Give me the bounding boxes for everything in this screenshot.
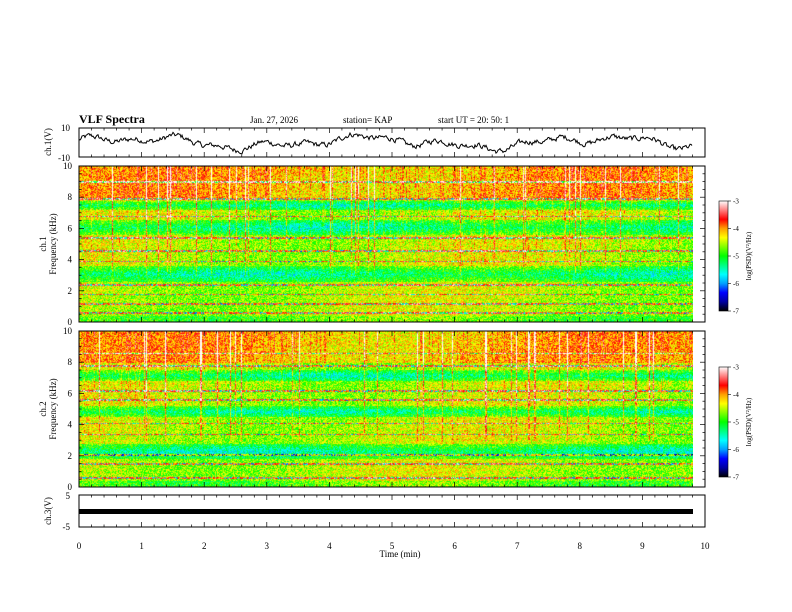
ch1-spectrogram-channel-label: ch.1 — [38, 236, 48, 251]
time-tick-label: 3 — [265, 541, 270, 551]
time-axis-label: Time (min) — [380, 549, 421, 559]
colorbar-ch2-ticks: -3 -4 -5 -6 -7 — [728, 364, 739, 482]
freq-tick-label: 6 — [68, 223, 73, 233]
freq-tick-label: 8 — [68, 357, 73, 367]
freq-tick-label: 0 — [68, 482, 73, 492]
ch1-spectrogram-ylabel: Frequency (kHz) — [48, 213, 58, 274]
ch2-spectrogram-panel: 0 2 4 6 8 10 ch.2 Frequency (kHz) — [38, 326, 706, 492]
date-label: Jan. 27, 2026 — [250, 115, 298, 125]
ch1-spectrogram-image — [79, 166, 693, 322]
colorbar-ch1-gradient — [719, 201, 728, 311]
time-tick-label: 5 — [390, 541, 395, 551]
time-tick-label: 6 — [452, 541, 457, 551]
ch3-ytick-bottom: -5 — [63, 522, 71, 532]
ch2-spectrogram-ytick-labels: 0 2 4 6 8 10 — [63, 326, 73, 492]
ch2-spectrogram-channel-label: ch.2 — [38, 401, 48, 416]
ch1-ytick-top: 10 — [61, 123, 71, 133]
colorbar-tick-label: -4 — [733, 225, 739, 233]
colorbar-ch2-gradient — [719, 367, 728, 477]
time-tick-label: 9 — [640, 541, 645, 551]
colorbar-ch2-label: log(PSD)(V²/Hz) — [745, 397, 753, 446]
colorbar-tick-label: -3 — [733, 198, 739, 206]
freq-tick-label: 0 — [68, 317, 73, 327]
ch2-spectrogram-image — [79, 331, 693, 487]
figure-title: VLF Spectra — [79, 112, 145, 126]
ch3-waveform-ylabel: ch.3(V) — [43, 497, 53, 525]
ch1-waveform-panel: 10 -10 ch.1(V) — [43, 123, 706, 163]
colorbar-ch1-ticks: -3 -4 -5 -6 -7 — [728, 198, 739, 316]
ch3-waveform-panel: 5 -5 ch.3(V) — [43, 491, 706, 532]
freq-tick-label: 8 — [68, 192, 73, 202]
freq-tick-label: 2 — [68, 286, 73, 296]
colorbar-tick-label: -6 — [733, 446, 739, 454]
ch2-spectrogram-ylabel: Frequency (kHz) — [48, 378, 58, 439]
colorbar-ch1: -3 -4 -5 -6 -7 log(PSD)(V²/Hz) — [718, 198, 753, 316]
colorbar-tick-label: -7 — [733, 308, 739, 316]
ch2-spectrogram-ticks — [78, 330, 706, 488]
start-time-label: start UT = 20: 50: 1 — [438, 115, 509, 125]
ch1-waveform-line — [78, 131, 693, 155]
ch3-ytick-top: 5 — [66, 491, 71, 501]
freq-tick-label: 2 — [68, 451, 73, 461]
ch1-waveform-ticks — [78, 128, 706, 157]
colorbar-ch1-label: log(PSD)(V²/Hz) — [745, 231, 753, 280]
freq-tick-label: 4 — [68, 255, 73, 265]
ch1-ytick-bottom: -10 — [58, 153, 70, 163]
time-tick-label: 10 — [701, 541, 711, 551]
colorbar-ch2: -3 -4 -5 -6 -7 log(PSD)(V²/Hz) — [718, 364, 753, 482]
time-axis-tick-labels: 0 1 2 3 4 5 6 7 8 9 10 — [77, 541, 710, 551]
ch3-waveform-line — [79, 509, 693, 514]
ch1-spectrogram-ticks — [78, 165, 706, 323]
freq-tick-label: 6 — [68, 388, 73, 398]
ch1-spectrogram-panel: 0 2 4 6 8 10 ch.1 Frequency (kHz) — [38, 161, 706, 327]
colorbar-tick-label: -5 — [733, 253, 739, 261]
colorbar-tick-label: -5 — [733, 419, 739, 427]
freq-tick-label: 10 — [63, 326, 73, 336]
time-tick-label: 0 — [77, 541, 82, 551]
ch1-spectrogram-ytick-labels: 0 2 4 6 8 10 — [63, 161, 73, 327]
time-tick-label: 8 — [578, 541, 583, 551]
colorbar-tick-label: -7 — [733, 474, 739, 482]
station-label: station= KAP — [343, 115, 392, 125]
colorbar-tick-label: -4 — [733, 391, 739, 399]
freq-tick-label: 10 — [63, 161, 73, 171]
freq-tick-label: 4 — [68, 420, 73, 430]
time-tick-label: 1 — [139, 541, 144, 551]
colorbar-tick-label: -6 — [733, 280, 739, 288]
ch3-waveform-ticks — [78, 495, 706, 527]
time-tick-label: 4 — [327, 541, 332, 551]
ch1-waveform-ylabel: ch.1(V) — [43, 128, 53, 156]
time-tick-label: 7 — [515, 541, 520, 551]
time-tick-label: 2 — [202, 541, 207, 551]
colorbar-tick-label: -3 — [733, 364, 739, 372]
